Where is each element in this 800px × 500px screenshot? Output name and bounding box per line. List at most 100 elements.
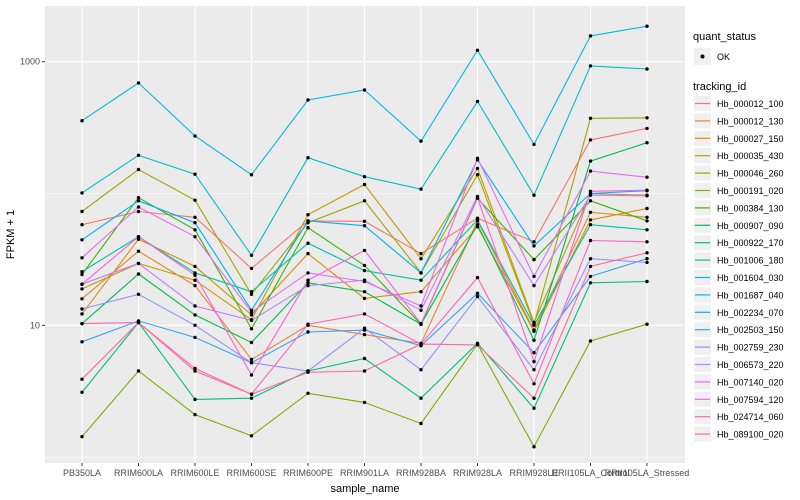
legend-item: Hb_000046_260 <box>694 165 784 181</box>
legend-item-label: Hb_089100_020 <box>717 430 784 440</box>
data-point <box>249 313 254 317</box>
legend-item: Hb_001687_040 <box>694 287 784 303</box>
data-point <box>588 281 593 285</box>
data-point <box>419 251 423 256</box>
x-tick-label: RRIM600SE <box>226 468 276 478</box>
data-point <box>419 321 423 326</box>
y-axis-title: FPKM + 1 <box>5 210 17 259</box>
y-tick-label: 1000 <box>20 57 40 67</box>
legend-item-label: Hb_000384_130 <box>717 203 784 213</box>
legend-item-label: Hb_000907_090 <box>717 221 784 231</box>
legend-item: Hb_001006_180 <box>694 252 784 268</box>
data-point <box>362 326 367 330</box>
data-point <box>362 290 367 294</box>
data-point <box>588 193 593 197</box>
data-point <box>249 357 254 362</box>
data-point <box>136 196 141 200</box>
data-point <box>588 199 593 203</box>
data-point <box>249 310 254 314</box>
data-point <box>588 210 593 214</box>
data-point <box>80 321 84 326</box>
data-point <box>419 396 423 400</box>
legend-item-label: Hb_001006_180 <box>717 256 784 266</box>
legend-item-label: Hb_000191_020 <box>717 186 784 196</box>
data-point <box>645 194 649 198</box>
data-point <box>645 175 649 179</box>
legend-item-label: Hb_000035_430 <box>717 151 784 161</box>
data-point <box>419 187 423 191</box>
legend-item: Hb_002234_070 <box>694 304 784 320</box>
legend-item: Hb_007594_120 <box>694 391 784 407</box>
legend-item: Hb_000907_090 <box>694 217 784 233</box>
x-tick-label: RRII105LA_Stressed <box>605 468 690 478</box>
data-point <box>306 281 310 285</box>
data-point <box>306 98 310 102</box>
data-point <box>193 273 197 277</box>
data-point <box>193 397 197 402</box>
data-point <box>362 296 367 301</box>
legend-item-label: Hb_001687_040 <box>717 290 784 300</box>
legend-item-label: Hb_000046_260 <box>717 169 784 179</box>
data-point <box>193 264 197 269</box>
data-point <box>419 139 423 143</box>
data-point <box>645 322 649 326</box>
data-point <box>249 266 254 271</box>
data-point <box>645 24 649 28</box>
data-point <box>362 369 367 373</box>
data-point <box>80 282 84 286</box>
data-point <box>475 196 480 200</box>
data-point <box>532 368 536 372</box>
legend-quant-item-label: OK <box>717 52 730 62</box>
data-point <box>249 327 254 331</box>
data-point <box>362 312 367 316</box>
data-point <box>80 312 84 316</box>
data-point <box>306 226 310 230</box>
data-point <box>588 264 593 269</box>
data-point <box>419 304 423 308</box>
data-point <box>475 343 480 347</box>
data-point <box>193 235 197 239</box>
data-point <box>362 248 367 253</box>
x-tick-label: RRIM928BA <box>396 468 446 478</box>
legend-item: Hb_000035_430 <box>694 148 784 164</box>
data-point <box>136 205 141 209</box>
x-axis-title: sample_name <box>330 483 399 495</box>
data-point <box>532 142 536 147</box>
data-point <box>80 256 84 260</box>
data-point <box>419 257 423 261</box>
legend-item-label: Hb_024714_060 <box>717 412 784 422</box>
legend-quant-title: quant_status <box>693 31 756 43</box>
data-point <box>193 323 197 327</box>
data-point <box>362 400 367 405</box>
legend-item-label: Hb_002503_150 <box>717 325 784 335</box>
data-point <box>249 292 254 296</box>
data-point <box>419 278 423 282</box>
legend-item: Hb_089100_020 <box>694 426 784 442</box>
data-point <box>80 434 84 439</box>
x-tick-label: RRIM928LE <box>509 468 558 478</box>
data-point <box>80 297 84 301</box>
data-point <box>249 434 254 438</box>
legend-item: Hb_000191_020 <box>694 183 784 198</box>
data-point <box>532 338 536 342</box>
data-point <box>193 228 197 232</box>
data-point <box>136 235 141 239</box>
x-tick-label: RRIM600LE <box>170 468 219 478</box>
data-point <box>645 141 649 145</box>
data-point <box>193 304 197 308</box>
legend-item-label: Hb_001604_030 <box>717 273 784 283</box>
data-point <box>306 213 310 217</box>
axis-ticks <box>42 61 648 466</box>
data-point <box>249 318 254 323</box>
data-point <box>193 172 197 176</box>
data-point <box>475 275 480 280</box>
data-point <box>532 359 536 364</box>
legend-item-label: Hb_000027_150 <box>717 134 784 144</box>
ok-point-icon <box>700 54 705 59</box>
legend-item-label: Hb_002234_070 <box>717 308 784 318</box>
data-point <box>475 291 480 295</box>
data-point <box>249 396 254 400</box>
data-points <box>80 24 649 449</box>
legend-item: Hb_000922_170 <box>694 235 784 251</box>
